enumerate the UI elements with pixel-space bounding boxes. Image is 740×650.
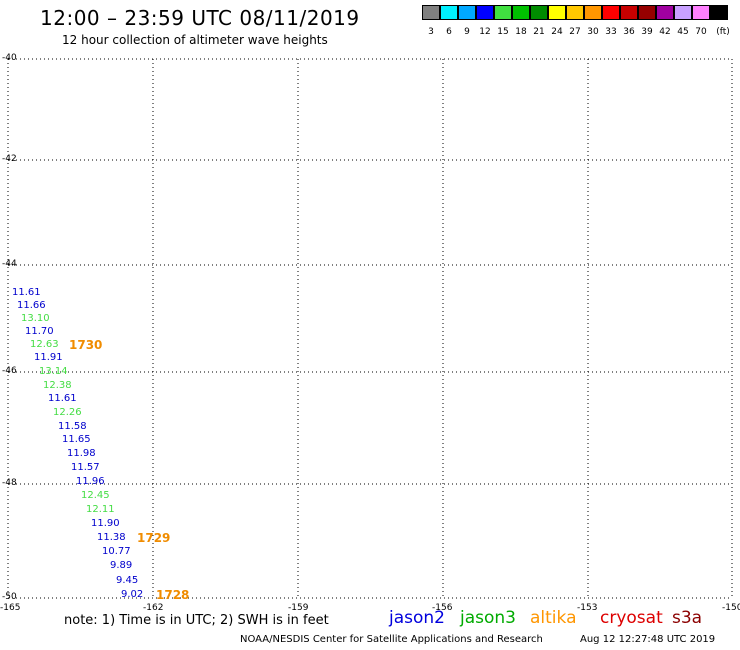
wave-height-value: 11.61 [48,393,77,404]
lat-tick: -46 [2,366,17,376]
color-swatch [530,5,548,20]
color-swatch [422,5,440,20]
wave-height-value: 13.10 [21,313,50,324]
page-subtitle: 12 hour collection of altimeter wave hei… [62,33,328,47]
lat-tick: -42 [2,154,17,164]
color-scale-label: 12 [479,27,491,37]
lon-tick: -156 [432,603,453,613]
color-scale-label: 33 [605,27,617,37]
color-swatch [656,5,674,20]
color-scale-label: 42 [659,27,671,37]
wave-height-value: 13.14 [39,366,68,377]
color-swatch [512,5,530,20]
lat-tick: -40 [2,53,17,63]
lat-tick: -48 [2,478,17,488]
wave-height-value: 10.77 [102,546,131,557]
color-swatch [638,5,656,20]
legend-s3a: s3a [672,608,703,628]
wave-height-value: 11.38 [97,532,126,543]
color-swatch [548,5,566,20]
color-swatch [692,5,710,20]
color-scale-label: 27 [569,27,581,37]
color-scale-label: 36 [623,27,635,37]
footer-credit: NOAA/NESDIS Center for Satellite Applica… [240,634,543,645]
wave-height-value: 11.96 [76,476,105,487]
wave-height-value: 11.98 [67,448,96,459]
color-scale-label: 45 [677,27,689,37]
color-swatch [602,5,620,20]
color-swatch [494,5,512,20]
color-swatch [674,5,692,20]
color-scale-label: 18 [515,27,527,37]
wave-height-value: 11.90 [91,518,120,529]
lat-tick: -50 [2,592,17,602]
color-swatch [476,5,494,20]
color-scale-label: 30 [587,27,599,37]
footer-timestamp: Aug 12 12:27:48 UTC 2019 [580,634,716,645]
color-swatch [566,5,584,20]
wave-height-value: 12.11 [86,504,115,515]
color-scale-label: 24 [551,27,563,37]
wave-height-value: 11.70 [25,326,54,337]
wave-height-value: 9.89 [110,560,133,571]
wave-height-value: 12.45 [81,490,110,501]
color-scale-label: 70 [695,27,707,37]
pass-time-label: 1728 [156,588,190,602]
units-note: note: 1) Time is in UTC; 2) SWH is in fe… [64,613,329,628]
wave-height-value: 11.91 [34,352,63,363]
color-scale-label: 21 [533,27,545,37]
color-scale-label: 6 [446,27,452,37]
lat-tick: -44 [2,259,17,269]
color-scale-label: 15 [497,27,509,37]
wave-height-value: 12.63 [30,339,59,350]
wave-height-value: 9.02 [121,589,144,600]
wave-height-value: 11.57 [71,462,100,473]
legend-jason2: jason2 [389,608,445,628]
color-swatch [584,5,602,20]
color-scale-label: 9 [464,27,470,37]
color-swatch [458,5,476,20]
wave-height-value: 11.61 [12,287,41,298]
lon-tick: -159 [288,603,309,613]
lon-tick: -150 [722,603,740,613]
color-swatch [620,5,638,20]
color-swatch [440,5,458,20]
color-scale-label: 39 [641,27,653,37]
color-swatch [710,5,728,20]
legend-cryosat: cryosat [600,608,663,628]
wave-height-value: 11.58 [58,421,87,432]
wave-height-value: 11.65 [62,434,91,445]
pass-time-label: 1729 [137,531,171,545]
legend-altika: altika [530,608,577,628]
legend-jason3: jason3 [460,608,516,628]
color-scale-label: (ft) [716,27,730,37]
wave-height-value: 9.45 [116,575,139,586]
lon-tick: -162 [143,603,164,613]
color-scale-label: 3 [428,27,434,37]
lon-tick: -153 [577,603,598,613]
wave-height-value: 12.26 [53,407,82,418]
pass-time-label: 1730 [69,338,103,352]
wave-height-value: 12.38 [43,380,72,391]
page-title: 12:00 – 23:59 UTC 08/11/2019 [40,6,360,30]
lon-tick: -165 [0,603,21,613]
wave-height-value: 11.66 [17,300,46,311]
